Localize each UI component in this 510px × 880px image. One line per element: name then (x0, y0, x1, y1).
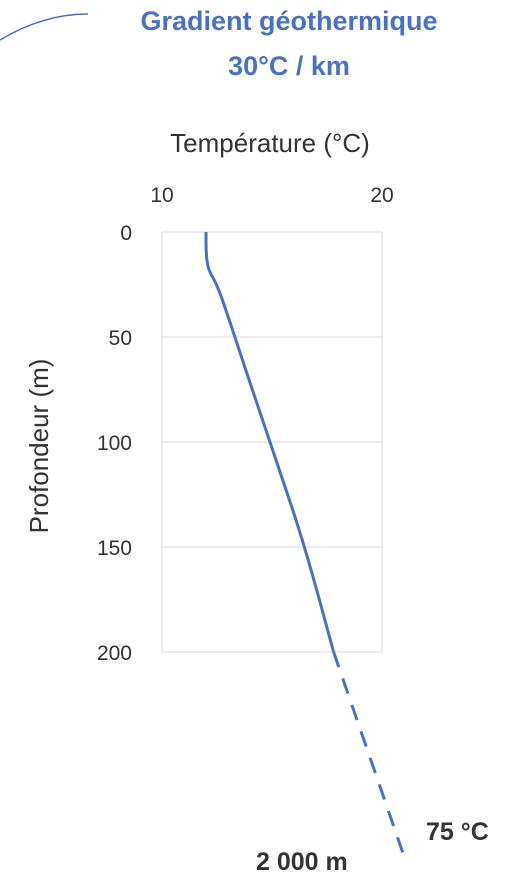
x-tick-label-20: 20 (370, 184, 393, 207)
series-line-0 (204, 232, 336, 653)
y-tick-label-150: 150 (97, 537, 132, 560)
y-axis-title: Profondeur (m) (24, 359, 54, 534)
x-axis-title: Température (°C) (170, 128, 370, 158)
chart-title: Gradient géothermique (140, 6, 437, 36)
end-depth-label: 2 000 m (256, 848, 348, 876)
y-tick-label-0: 0 (120, 222, 132, 245)
x-tick-label-10: 10 (150, 184, 173, 207)
y-tick-label-100: 100 (97, 432, 132, 455)
extrapolation-dashed-line (332, 651, 408, 863)
chart-subtitle: 30°C / km (228, 51, 350, 81)
end-temperature-label: 75 °C (426, 818, 489, 846)
y-tick-label-200: 200 (97, 642, 132, 665)
y-tick-label-50: 50 (109, 327, 132, 350)
title-connector-line (0, 13, 89, 41)
